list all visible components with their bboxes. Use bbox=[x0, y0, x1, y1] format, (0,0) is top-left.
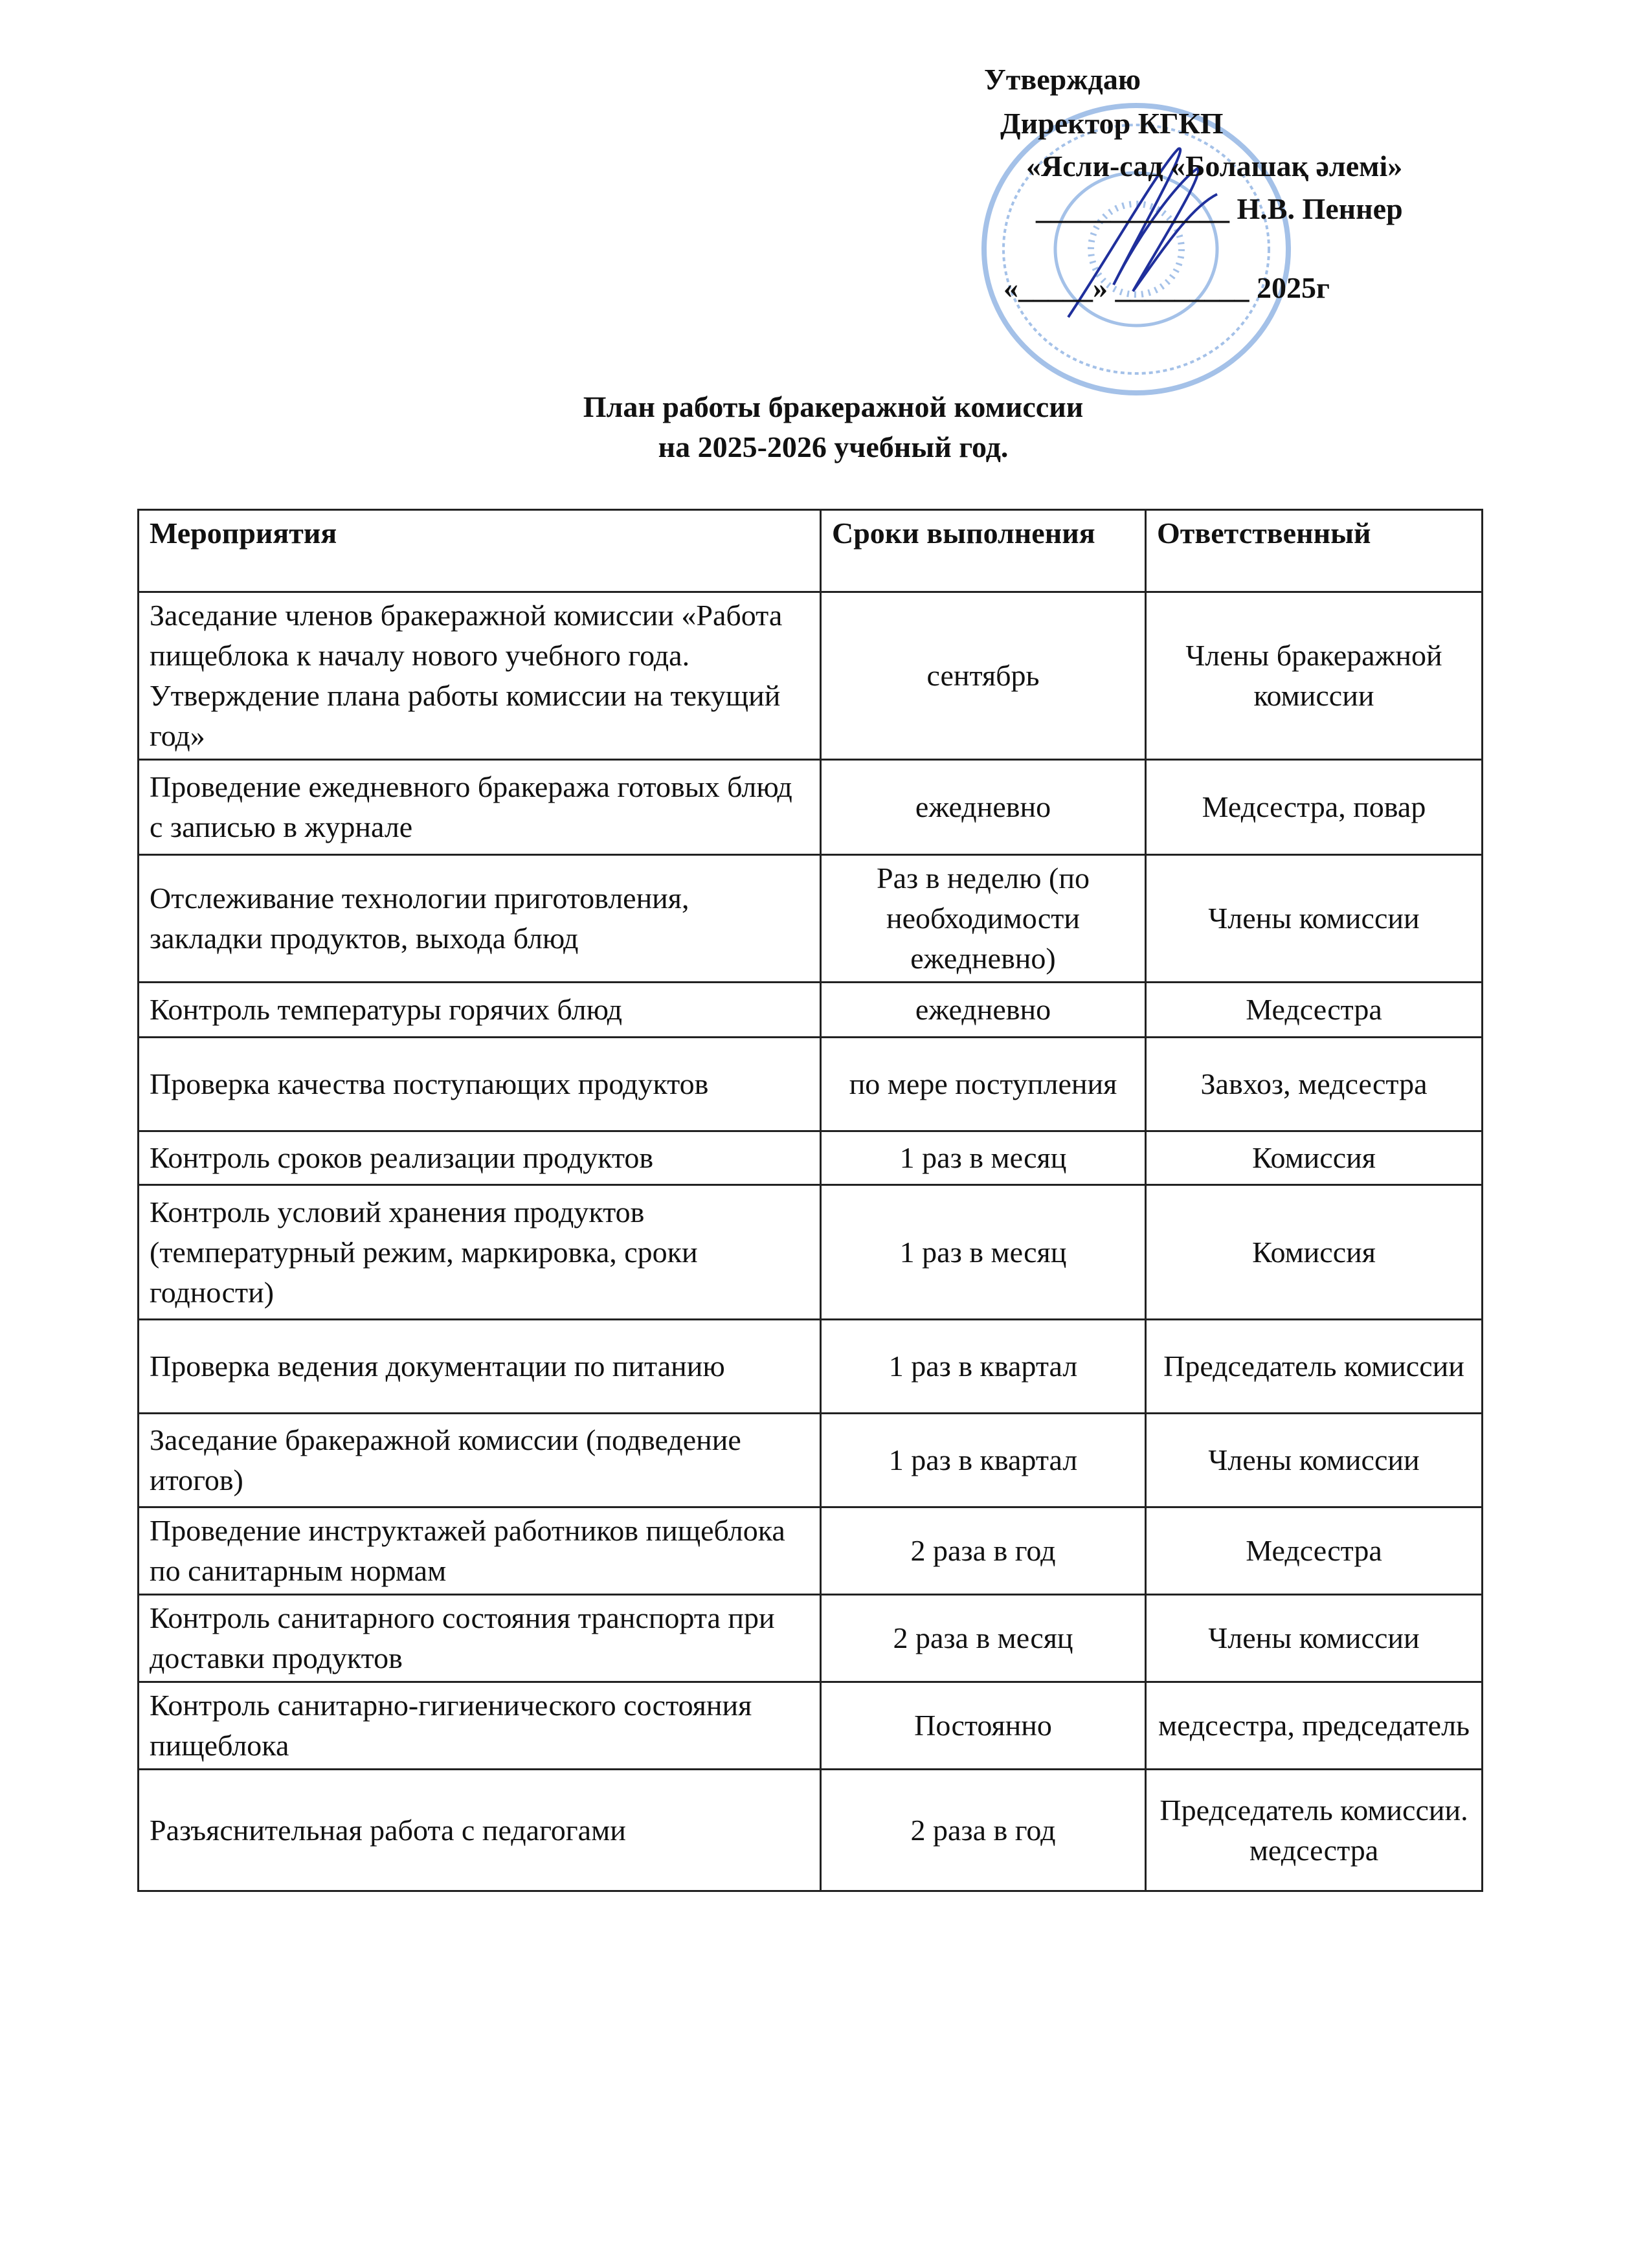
cell-deadline: по мере поступления bbox=[820, 1036, 1147, 1132]
cell-responsible: Члены комиссии bbox=[1145, 1594, 1483, 1683]
date-line: «_____» _________ 2025г bbox=[1003, 271, 1330, 304]
cell-responsible: Члены бракеражной комиссии bbox=[1145, 591, 1483, 761]
table-row: Заседание бракеражной комиссии (подведен… bbox=[137, 1412, 1483, 1508]
cell-activity: Проведение ежедневного бракеража готовых… bbox=[137, 759, 822, 856]
header-deadlines: Сроки выполнения bbox=[820, 509, 1147, 593]
cell-responsible: Медсестра, повар bbox=[1145, 759, 1483, 856]
cell-responsible: Медсестра bbox=[1145, 1506, 1483, 1595]
signature-line: _____________ Н.В. Пеннер bbox=[1036, 192, 1403, 225]
document-title: План работы бракеражной комиссии на 2025… bbox=[0, 387, 1647, 467]
cell-activity: Контроль санитарно-гигиенического состоя… bbox=[137, 1681, 822, 1770]
signature bbox=[1067, 147, 1218, 318]
cell-activity: Заседание бракеражной комиссии (подведен… bbox=[137, 1412, 822, 1508]
cell-deadline: 2 раза в год bbox=[820, 1506, 1147, 1595]
cell-deadline: ежедневно bbox=[820, 759, 1147, 856]
cell-activity: Заседание членов бракеражной комиссии «Р… bbox=[137, 591, 822, 761]
cell-responsible: Члены комиссии bbox=[1145, 1412, 1483, 1508]
cell-deadline: 2 раза в месяц bbox=[820, 1594, 1147, 1683]
cell-activity: Отслеживание технологии приготовления, з… bbox=[137, 854, 822, 983]
title-line-2: на 2025-2026 учебный год. bbox=[658, 430, 1009, 463]
cell-responsible: Комиссия bbox=[1145, 1130, 1483, 1186]
cell-deadline: 1 раз в квартал bbox=[820, 1412, 1147, 1508]
cell-responsible: Председатель комиссии bbox=[1145, 1318, 1483, 1414]
cell-activity: Проведение инструктажей работников пищеб… bbox=[137, 1506, 822, 1595]
table-row: Проведение ежедневного бракеража готовых… bbox=[137, 759, 1483, 856]
cell-responsible: Комиссия bbox=[1145, 1184, 1483, 1320]
plan-table: Мероприятия Сроки выполнения Ответственн… bbox=[137, 509, 1483, 1892]
cell-responsible: Медсестра bbox=[1145, 981, 1483, 1038]
cell-deadline: Постоянно bbox=[820, 1681, 1147, 1770]
cell-deadline: 1 раз в месяц bbox=[820, 1130, 1147, 1186]
table-row: Разъяснительная работа с педагогами 2 раз… bbox=[137, 1768, 1483, 1892]
table-row: Контроль температуры горячих блюд ежеднев… bbox=[137, 981, 1483, 1038]
table-row: Заседание членов бракеражной комиссии «Р… bbox=[137, 591, 1483, 761]
cell-responsible: Председатель комиссии. медсестра bbox=[1145, 1768, 1483, 1892]
organization-name: «Ясли-сад «Болашақ әлемі» bbox=[1026, 150, 1403, 183]
cell-responsible: медсестра, председатель bbox=[1145, 1681, 1483, 1770]
cell-activity: Контроль условий хранения продуктов (тем… bbox=[137, 1184, 822, 1320]
cell-deadline: Раз в неделю (по необходимости ежедневно… bbox=[820, 854, 1147, 983]
table-row: Контроль санитарного состояния транспорт… bbox=[137, 1594, 1483, 1683]
director-position: Директор КГКП bbox=[1000, 107, 1224, 140]
cell-deadline: 2 раза в год bbox=[820, 1768, 1147, 1892]
cell-activity: Проверка ведения документации по питанию bbox=[137, 1318, 822, 1414]
table-row: Контроль сроков реализации продуктов 1 ра… bbox=[137, 1130, 1483, 1186]
table-row: Отслеживание технологии приготовления, з… bbox=[137, 854, 1483, 983]
table-row: Проверка ведения документации по питанию… bbox=[137, 1318, 1483, 1414]
table-header-row: Мероприятия Сроки выполнения Ответственн… bbox=[137, 509, 1483, 593]
cell-deadline: ежедневно bbox=[820, 981, 1147, 1038]
cell-deadline: 1 раз в квартал bbox=[820, 1318, 1147, 1414]
header-responsible: Ответственный bbox=[1145, 509, 1483, 593]
table-row: Проведение инструктажей работников пищеб… bbox=[137, 1506, 1483, 1595]
approve-label: Утверждаю bbox=[984, 63, 1141, 96]
cell-deadline: 1 раз в месяц bbox=[820, 1184, 1147, 1320]
organization-stamp bbox=[981, 103, 1291, 395]
table-row: Проверка качества поступающих продуктов п… bbox=[137, 1036, 1483, 1132]
cell-deadline: сентябрь bbox=[820, 591, 1147, 761]
cell-responsible: Завхоз, медсестра bbox=[1145, 1036, 1483, 1132]
table-row: Контроль условий хранения продуктов (тем… bbox=[137, 1184, 1483, 1320]
header-activities: Мероприятия bbox=[137, 509, 822, 593]
cell-activity: Контроль сроков реализации продуктов bbox=[137, 1130, 822, 1186]
cell-activity: Проверка качества поступающих продуктов bbox=[137, 1036, 822, 1132]
cell-activity: Контроль санитарного состояния транспорт… bbox=[137, 1594, 822, 1683]
cell-activity: Контроль температуры горячих блюд bbox=[137, 981, 822, 1038]
cell-responsible: Члены комиссии bbox=[1145, 854, 1483, 983]
table-row: Контроль санитарно-гигиенического состоя… bbox=[137, 1681, 1483, 1770]
cell-activity: Разъяснительная работа с педагогами bbox=[137, 1768, 822, 1892]
title-line-1: План работы бракеражной комиссии bbox=[583, 390, 1084, 423]
